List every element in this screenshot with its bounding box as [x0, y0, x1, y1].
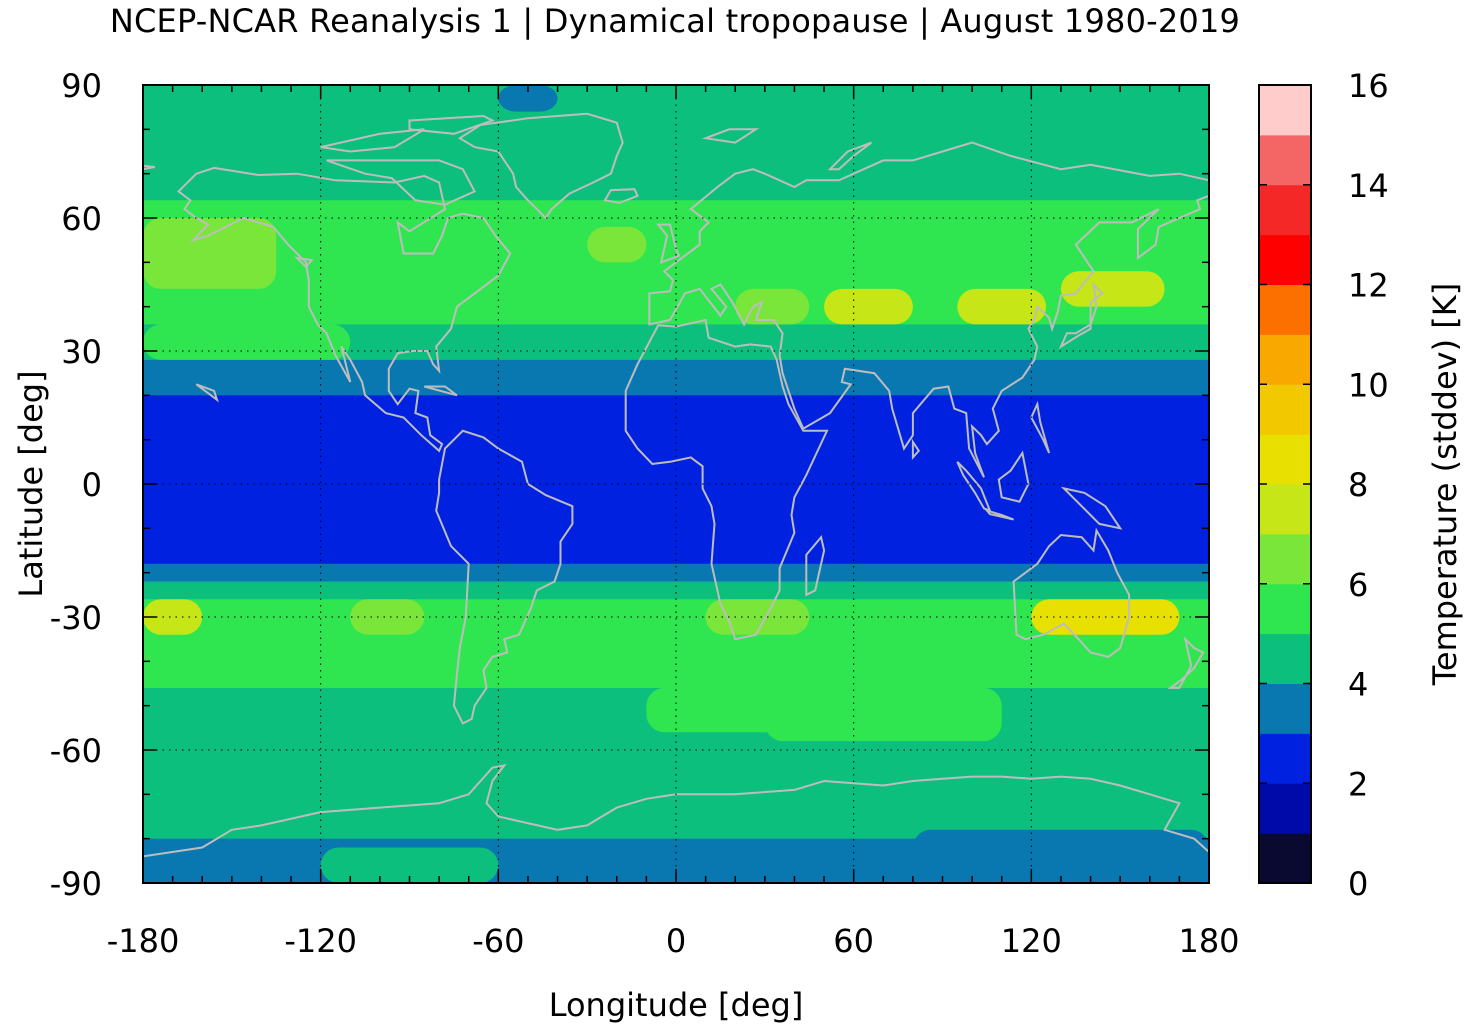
- colorbar-level: [1259, 783, 1311, 834]
- zonal-band: [143, 395, 1209, 565]
- regional-anomaly: [587, 226, 647, 263]
- regional-anomaly: [735, 288, 810, 325]
- coastline-island: [320, 128, 425, 153]
- colorbar-tick-label: 0: [1348, 865, 1368, 903]
- coastline-island: [195, 383, 219, 403]
- regional-anomaly: [320, 847, 499, 883]
- y-tick-label: 0: [82, 466, 102, 504]
- coastlines: [143, 112, 1209, 858]
- colorbar-level: [1259, 434, 1311, 485]
- zonal-band: [143, 643, 1209, 689]
- zonal-band: [143, 599, 1209, 645]
- colorbar-level: [1259, 334, 1311, 385]
- colorbar-level: [1259, 484, 1311, 535]
- colorbar-tick-label: 16: [1348, 67, 1389, 105]
- coastline: [648, 141, 1209, 478]
- x-tick-label: -120: [284, 922, 357, 960]
- regional-anomaly: [957, 288, 1047, 325]
- y-tick-label: -30: [50, 599, 102, 637]
- regional-anomaly: [143, 599, 203, 635]
- coastline-island: [1167, 636, 1205, 689]
- x-tick-label: 120: [1001, 922, 1062, 960]
- colorbar-level: [1259, 384, 1311, 435]
- coastline-island: [408, 114, 495, 135]
- regional-anomaly: [143, 218, 277, 289]
- zonal-band: [143, 138, 1209, 201]
- colorbar-level: [1259, 583, 1311, 635]
- regional-anomaly: [764, 687, 1002, 742]
- coastline-island: [805, 535, 826, 597]
- coastline: [624, 318, 829, 641]
- coastline: [457, 112, 624, 220]
- colorbar-level: [1259, 683, 1311, 734]
- coastline-island: [326, 159, 476, 206]
- coastline: [143, 764, 1209, 858]
- regional-anomaly: [143, 324, 351, 360]
- coastline-island: [911, 438, 921, 461]
- zonal-band: [143, 581, 1209, 600]
- colorbar-tick-label: 2: [1348, 765, 1368, 803]
- colorbar: [1258, 84, 1312, 884]
- x-tick-label: 0: [666, 922, 686, 960]
- colorbar-tick-labels: 0 2 4 6 8 10 12 14 16: [1348, 67, 1389, 903]
- colorbar-level: [1259, 633, 1311, 684]
- y-tick-label: 60: [61, 200, 102, 238]
- coastline-island: [424, 385, 458, 397]
- colorbar-level: [1259, 184, 1311, 236]
- colorbar-tick-label: 10: [1348, 366, 1389, 404]
- colorbar-tick-label: 12: [1348, 267, 1389, 305]
- coastline-island: [1030, 400, 1051, 454]
- colorbar-label: Temperature (stddev) [K]: [1426, 283, 1464, 686]
- colorbar-level: [1259, 533, 1311, 585]
- colorbar-tick-label: 4: [1348, 666, 1368, 704]
- coastline-island: [1060, 486, 1123, 530]
- colorbar-level: [1259, 733, 1311, 784]
- coastline-island: [983, 508, 1014, 521]
- y-tick-label: -60: [50, 732, 102, 770]
- colorbar-tick-label: 8: [1348, 466, 1368, 504]
- x-tick-label: 180: [1178, 922, 1239, 960]
- regional-anomaly: [350, 599, 425, 635]
- coastline-island: [294, 256, 314, 269]
- y-tick-labels: -90 -60 -30 0 30 60 90: [50, 67, 102, 903]
- coastline: [435, 429, 574, 725]
- colorbar-level: [1259, 833, 1311, 884]
- regional-anomaly: [1060, 271, 1165, 307]
- coastline-island: [956, 461, 992, 513]
- y-tick-label: 90: [61, 67, 102, 105]
- y-axis-label: Latitude [deg]: [12, 370, 50, 597]
- colorbar-level: [1259, 134, 1311, 186]
- regional-anomaly: [498, 85, 558, 112]
- colorbar-tick-label: 6: [1348, 566, 1368, 604]
- chart-title: NCEP-NCAR Reanalysis 1 | Dynamical tropo…: [109, 2, 1241, 40]
- axis-ticks: [142, 84, 1210, 884]
- y-tick-label: -90: [50, 865, 102, 903]
- coastline-island: [701, 128, 760, 144]
- coastline-island: [1058, 281, 1104, 350]
- x-tick-label: -60: [472, 922, 524, 960]
- x-tick-labels: -180 -120 -60 0 60 120 180: [107, 922, 1240, 960]
- zonal-band: [143, 727, 1209, 786]
- colorbar-level: [1259, 234, 1311, 285]
- y-tick-label: 30: [61, 333, 102, 371]
- coastline-island: [143, 164, 155, 171]
- coastline-island: [827, 141, 873, 171]
- regional-anomaly: [824, 288, 913, 325]
- coastline-island: [656, 223, 681, 264]
- coastline-island: [603, 188, 639, 204]
- coastline: [1012, 527, 1131, 658]
- zonal-band: [143, 253, 1209, 290]
- colorbar-level: [1259, 85, 1311, 136]
- x-axis-label: Longitude [deg]: [549, 986, 804, 1024]
- gridlines: [143, 85, 1209, 883]
- x-tick-label: -180: [107, 922, 180, 960]
- colorbar-tick-label: 14: [1348, 167, 1389, 205]
- colorbar-level: [1259, 284, 1311, 335]
- x-tick-label: 60: [833, 922, 874, 960]
- regional-anomaly: [912, 829, 1209, 883]
